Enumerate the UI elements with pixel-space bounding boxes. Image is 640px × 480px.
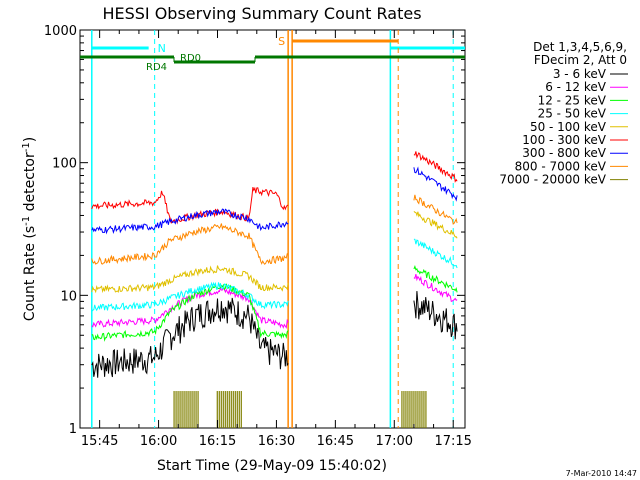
- y-tick-label: 1: [69, 422, 77, 437]
- legend-entry-label: 50 - 100 keV: [530, 120, 607, 134]
- legend-entry-label: 25 - 50 keV: [538, 107, 607, 121]
- legend-entry-label: 7000 - 20000 keV: [499, 173, 606, 187]
- legend-entry-label: 3 - 6 keV: [553, 67, 607, 81]
- x-tick-label: 16:15: [199, 434, 236, 449]
- series-line-100-300kev: [91, 151, 458, 225]
- legend-header: FDecim 2, Att 0: [534, 53, 627, 67]
- legend-entry-label: 300 - 800 keV: [522, 146, 606, 160]
- legend-entry-label: 12 - 25 keV: [538, 93, 607, 107]
- series-line-3-6kev: [91, 291, 458, 378]
- series-line-6-12kev: [91, 273, 458, 329]
- x-tick-label: 15:45: [81, 434, 118, 449]
- legend-entry-label: 6 - 12 keV: [545, 80, 607, 94]
- attenuator-label: RD0: [180, 53, 201, 64]
- y-tick-label: 100: [52, 157, 77, 172]
- y-axis-label: Count Rate (s-1 detector-1): [21, 137, 38, 321]
- y-tick-label: 1000: [44, 24, 77, 39]
- series-line-300-800kev: [91, 166, 458, 235]
- timestamp: 7-Mar-2010 14:47: [566, 469, 637, 478]
- series-line-12-25kev: [91, 265, 458, 342]
- x-tick-label: 17:15: [434, 434, 471, 449]
- night-label: N: [158, 42, 166, 55]
- legend-entry-label: 100 - 300 keV: [522, 133, 606, 147]
- attenuator-label: RD4: [146, 62, 167, 73]
- y-tick-label: 10: [60, 289, 77, 304]
- series-line-50-100kev: [91, 211, 458, 294]
- x-tick-label: 16:00: [140, 434, 177, 449]
- x-axis-label: Start Time (29-May-09 15:40:02): [157, 458, 387, 474]
- x-tick-label: 17:00: [376, 434, 413, 449]
- legend-header: Det 1,3,4,5,6,9,: [533, 40, 627, 54]
- chart-title: HESSI Observing Summary Count Rates: [102, 4, 421, 23]
- series-line-800-7000kev: [91, 194, 458, 265]
- x-tick-label: 16:30: [258, 434, 295, 449]
- legend-entry-label: 800 - 7000 keV: [515, 159, 607, 173]
- x-tick-label: 16:45: [317, 434, 354, 449]
- plot-frame: [79, 29, 466, 429]
- saa-label: S: [278, 35, 285, 48]
- series-line-25-50kev: [91, 238, 458, 312]
